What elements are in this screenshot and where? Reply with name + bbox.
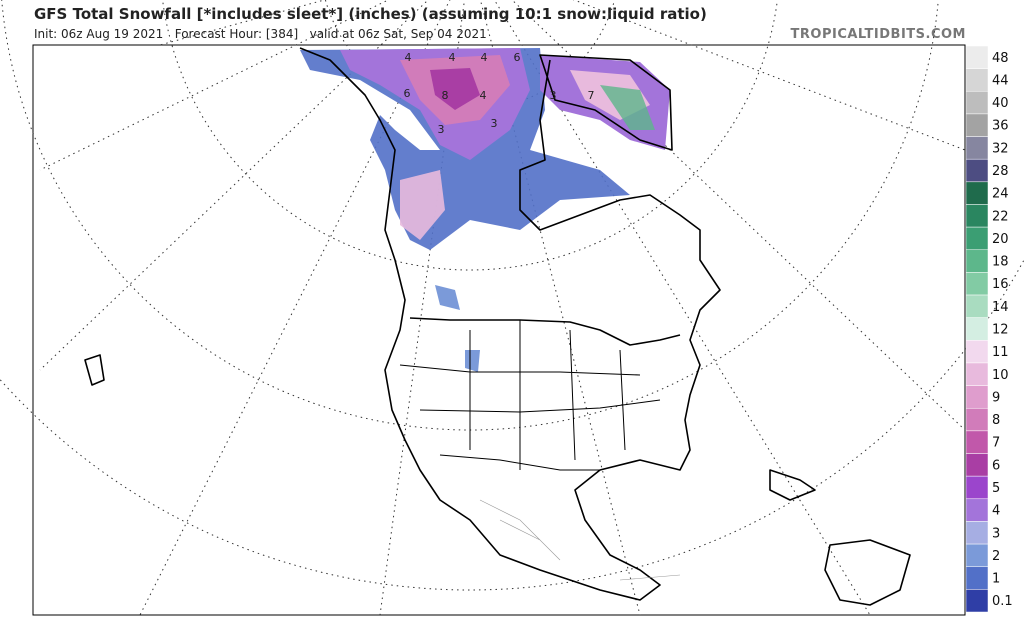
legend-swatch — [965, 385, 989, 409]
legend-label: 11 — [992, 345, 1009, 360]
legend-swatch — [965, 340, 989, 364]
map-label: 7 — [588, 89, 595, 102]
legend-swatch — [965, 91, 989, 115]
legend-label: 0.1 — [992, 594, 1013, 609]
legend-label: 2 — [992, 549, 1000, 564]
legend-label: 48 — [992, 51, 1009, 66]
legend-label: 28 — [992, 164, 1009, 179]
legend-label: 6 — [992, 458, 1000, 473]
legend-label: 40 — [992, 96, 1009, 111]
map-label: 8 — [442, 89, 449, 102]
legend-swatch — [965, 407, 989, 432]
legend-swatch — [965, 272, 989, 296]
legend-swatch — [965, 521, 989, 545]
legend-swatch — [965, 204, 989, 228]
title: GFS Total Snowfall [*includes sleet*] (i… — [34, 5, 707, 23]
legend-swatch — [965, 317, 989, 341]
legend-label: 36 — [992, 119, 1009, 134]
map-label: 6 — [514, 51, 521, 64]
political-borders — [399, 317, 681, 581]
map-label: 6 — [404, 87, 411, 100]
legend-label: 10 — [992, 368, 1009, 383]
legend-swatch — [965, 158, 989, 183]
legend-swatch — [965, 226, 989, 251]
color-legend: 4844403632282422201816141211109876543210… — [965, 45, 1013, 613]
legend-swatch — [965, 113, 989, 137]
map-label: 4 — [480, 89, 487, 102]
legend-label: 18 — [992, 255, 1009, 270]
map-label: 3 — [491, 117, 498, 130]
legend-swatch — [965, 475, 989, 500]
legend-swatch — [965, 294, 989, 318]
legend-label: 20 — [992, 232, 1009, 247]
legend-label: 7 — [992, 436, 1000, 451]
legend-label: 1 — [992, 572, 1000, 587]
legend-swatch — [965, 181, 989, 205]
map-label: 4 — [481, 51, 488, 64]
legend-swatch — [965, 362, 989, 386]
legend-swatch — [965, 45, 989, 69]
legend-label: 44 — [992, 73, 1009, 88]
map-label: 3 — [438, 123, 445, 136]
legend-swatch — [965, 566, 989, 590]
map-label: 3 — [550, 89, 557, 102]
legend-label: 9 — [992, 390, 1000, 405]
legend-swatch — [965, 249, 989, 273]
legend-label: 22 — [992, 209, 1009, 224]
subtitle: Init: 06z Aug 19 2021 Forecast Hour: [38… — [34, 27, 487, 41]
legend-swatch — [965, 498, 989, 522]
legend-swatch — [965, 453, 989, 477]
legend-label: 5 — [992, 481, 1000, 496]
legend-swatch — [965, 136, 989, 160]
legend-swatch — [965, 430, 989, 454]
legend-label: 8 — [992, 413, 1000, 428]
legend-label: 16 — [992, 277, 1009, 292]
watermark: TROPICALTIDBITS.COM — [791, 27, 966, 42]
map-labels: 4 4 4 6 6 8 4 3 7 3 3 — [404, 51, 595, 136]
map-label: 4 — [449, 51, 456, 64]
legend-swatch — [965, 543, 989, 567]
legend-label: 4 — [992, 504, 1000, 519]
snowfall-shading — [300, 48, 670, 372]
map-label: 4 — [405, 51, 412, 64]
legend-swatch — [965, 68, 989, 92]
legend-label: 12 — [992, 323, 1009, 338]
legend-label: 3 — [992, 526, 1000, 541]
coastlines — [84, 47, 911, 606]
legend-swatch — [965, 589, 989, 613]
legend-label: 24 — [992, 187, 1009, 202]
legend-label: 32 — [992, 141, 1009, 156]
legend-label: 14 — [992, 300, 1009, 315]
